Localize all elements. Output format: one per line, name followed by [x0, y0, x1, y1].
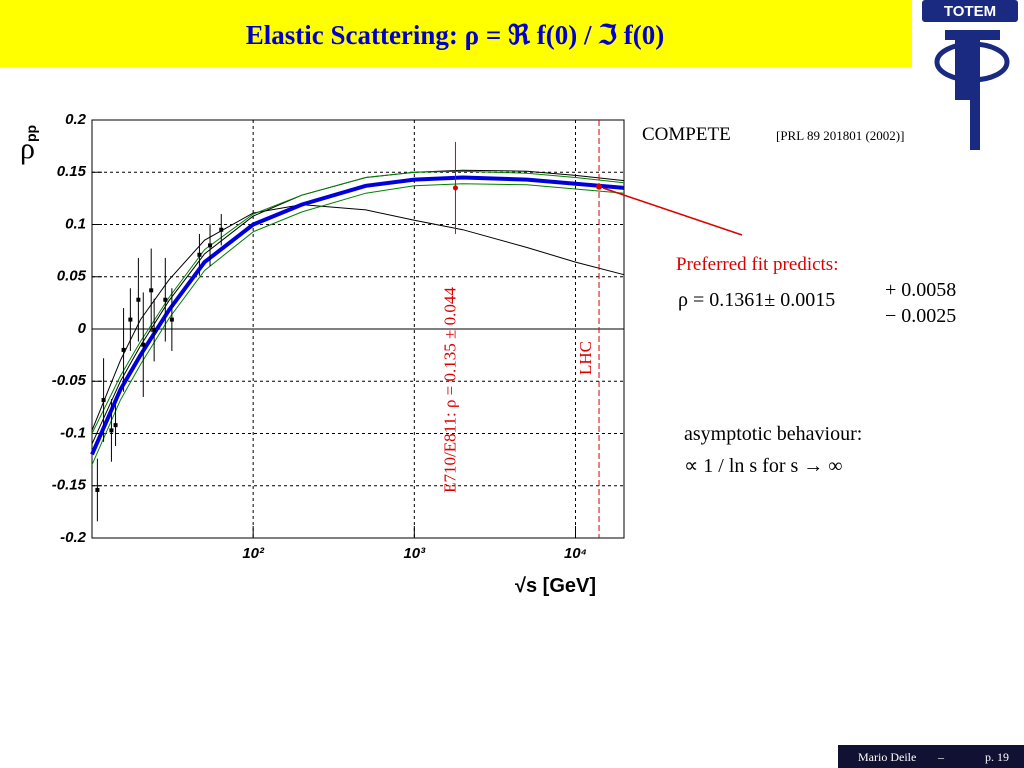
data-point [197, 252, 202, 257]
data-point [163, 297, 168, 302]
prediction-heading: Preferred fit predicts: [676, 254, 838, 275]
data-point [208, 243, 213, 248]
asymptotic-heading: asymptotic behaviour: [684, 423, 862, 445]
y-tick-label: -0.15 [52, 477, 87, 494]
lhc-prediction [596, 183, 603, 190]
y-axis-title: ρ [20, 132, 35, 165]
x-tick-label: 10³ [403, 545, 426, 562]
asymptotic-formula: ∝ 1 / ln s for s → ∞ [684, 455, 843, 477]
logo-text: TOTEM [944, 3, 996, 20]
slide-title: Elastic Scattering: ρ = ℜ f(0) / ℑ f(0) [246, 20, 665, 50]
data-point [113, 423, 118, 428]
fit-curve [91, 170, 625, 434]
data-point [121, 347, 126, 352]
logo-shape [945, 30, 1000, 150]
y-tick-label: 0.1 [65, 215, 86, 232]
compete-label: COMPETE [642, 124, 731, 145]
data-point [109, 428, 114, 433]
footer-bar [838, 745, 1024, 768]
x-tick-label: 10⁴ [564, 545, 587, 562]
footer-page: p. 19 [985, 750, 1009, 764]
logo: TOTEM [922, 0, 1018, 150]
data-point [95, 487, 100, 492]
x-tick-label: 10² [242, 545, 265, 562]
title-bar [0, 0, 912, 67]
y-tick-label: 0.15 [57, 163, 87, 180]
y-tick-label: -0.2 [60, 529, 87, 546]
x-axis-title: √s [GeV] [515, 575, 596, 597]
lhc-label: LHC [576, 341, 595, 375]
y-tick-label: -0.1 [60, 424, 86, 441]
prediction-pointer [602, 187, 743, 236]
prediction-formula: ρ = 0.1361± 0.0015 [678, 289, 835, 311]
data-point [128, 317, 133, 322]
data-point [152, 328, 157, 333]
footer-separator: – [937, 750, 945, 764]
plot: -0.2 -0.15 -0.1 -0.05 0 0.05 0.1 0.15 0.2 10² 10³ 1… [52, 111, 625, 562]
compete-reference: [PRL 89 201801 (2002)] [776, 128, 904, 143]
y-tick-label: 0.05 [57, 268, 87, 285]
data-point [101, 398, 106, 403]
prediction-lower: − 0.0025 [885, 305, 956, 327]
footer-author: Mario Deile [858, 750, 916, 764]
y-tick-label: 0.2 [65, 111, 87, 128]
data-point [136, 297, 141, 302]
data-point [219, 227, 224, 232]
logo-ring [934, 41, 1010, 83]
data-point [169, 317, 174, 322]
data-point [149, 288, 154, 293]
y-tick-label: -0.05 [52, 372, 87, 389]
prediction-upper: + 0.0058 [885, 279, 956, 301]
y-tick-label: 0 [78, 320, 87, 337]
fit-curve [91, 183, 625, 466]
fit-curve [90, 175, 625, 456]
data-point [141, 342, 146, 347]
y-axis-subscript: pp [23, 125, 39, 142]
logo-box [922, 0, 1018, 22]
reference-label: E710/E811: ρ = 0.135 ± 0.044 [440, 287, 459, 493]
reference-point [452, 185, 458, 191]
